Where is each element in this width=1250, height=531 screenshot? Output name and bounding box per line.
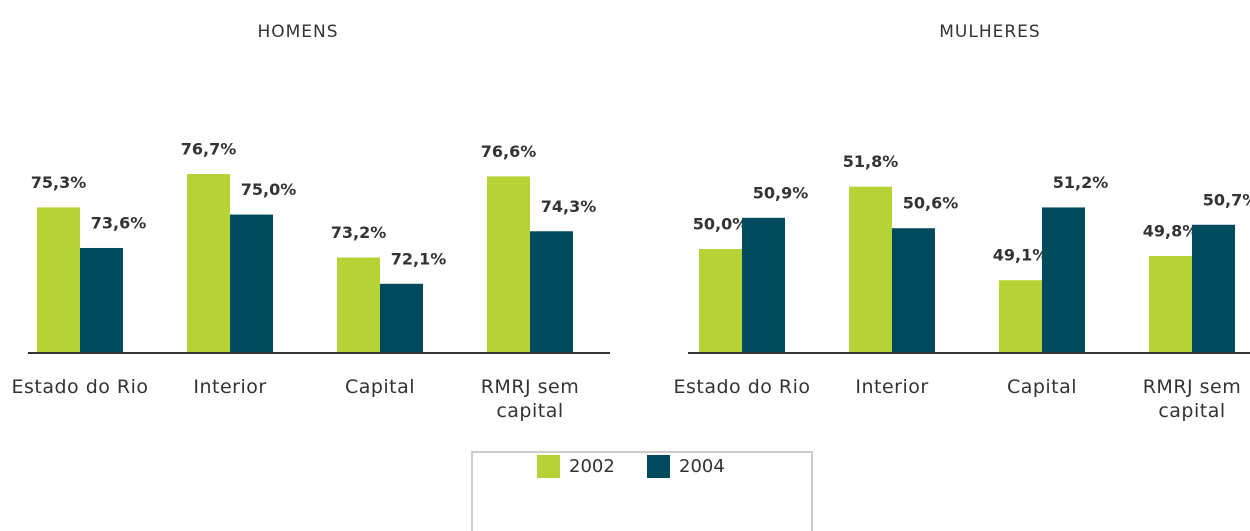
x-tick-label: RMRJ sem capital	[480, 376, 580, 422]
legend-swatch	[537, 455, 560, 478]
legend-swatch	[647, 455, 670, 478]
x-tick-label: Interior	[193, 376, 267, 398]
value-label: 73,6%	[91, 213, 147, 232]
value-label: 51,8%	[843, 152, 899, 171]
bar	[1042, 207, 1085, 353]
bar	[530, 231, 573, 353]
bar	[337, 257, 380, 353]
value-label: 50,7%	[1203, 190, 1250, 209]
x-tick-label: Capital	[1006, 376, 1078, 398]
x-tick-label: Estado do Rio	[673, 376, 811, 398]
x-tick-label: RMRJ sem capital	[1142, 376, 1242, 422]
value-label: 50,9%	[753, 183, 809, 202]
bar	[892, 228, 935, 353]
value-label: 75,0%	[241, 180, 297, 199]
bar	[849, 186, 892, 353]
value-label: 51,2%	[1053, 173, 1109, 192]
bar	[80, 247, 123, 353]
bar	[37, 207, 80, 353]
bar	[1149, 255, 1192, 353]
bar	[699, 249, 742, 353]
bar	[999, 280, 1042, 353]
value-label: 72,1%	[391, 249, 447, 268]
bar	[230, 214, 273, 353]
value-label: 73,2%	[331, 223, 387, 242]
value-label: 49,1%	[993, 246, 1049, 265]
value-label: 76,7%	[181, 139, 237, 158]
bar	[1192, 224, 1235, 353]
x-tick-label: Estado do Rio	[11, 376, 149, 398]
value-label: 76,6%	[481, 142, 537, 161]
legend-box	[471, 451, 813, 531]
bar	[487, 176, 530, 353]
chart-title: MULHERES	[939, 22, 1040, 42]
value-label: 50,0%	[693, 215, 749, 234]
chart-title: HOMENS	[257, 22, 338, 42]
legend-label: 2002	[569, 456, 615, 477]
bar	[380, 283, 423, 353]
x-tick-label: Interior	[855, 376, 929, 398]
value-label: 50,6%	[903, 194, 959, 213]
value-label: 49,8%	[1143, 221, 1199, 240]
value-label: 75,3%	[31, 173, 87, 192]
x-tick-label: Capital	[344, 376, 416, 398]
bar	[742, 217, 785, 353]
bar	[187, 173, 230, 353]
legend-label: 2004	[679, 456, 725, 477]
value-label: 74,3%	[541, 197, 597, 216]
